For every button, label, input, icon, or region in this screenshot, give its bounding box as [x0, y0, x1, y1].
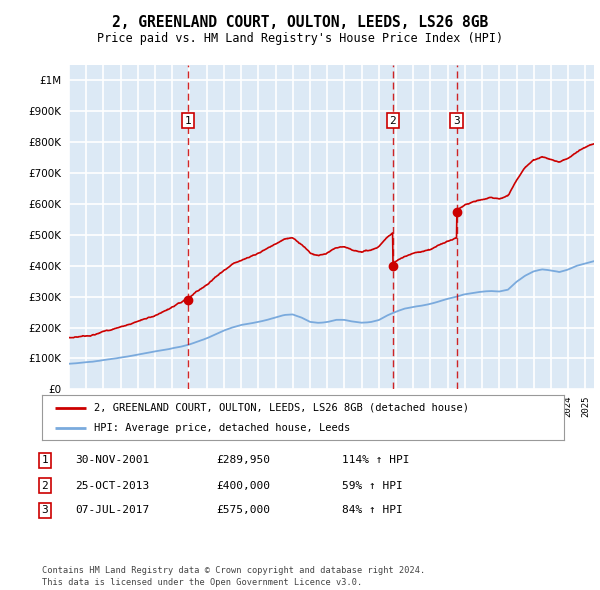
Text: 84% ↑ HPI: 84% ↑ HPI — [342, 506, 403, 515]
Text: 30-NOV-2001: 30-NOV-2001 — [75, 455, 149, 465]
Text: Contains HM Land Registry data © Crown copyright and database right 2024.
This d: Contains HM Land Registry data © Crown c… — [42, 566, 425, 587]
Text: 2, GREENLAND COURT, OULTON, LEEDS, LS26 8GB (detached house): 2, GREENLAND COURT, OULTON, LEEDS, LS26 … — [94, 403, 469, 412]
Text: £289,950: £289,950 — [216, 455, 270, 465]
Text: 59% ↑ HPI: 59% ↑ HPI — [342, 481, 403, 490]
Text: £400,000: £400,000 — [216, 481, 270, 490]
Text: 2: 2 — [41, 481, 49, 490]
Text: HPI: Average price, detached house, Leeds: HPI: Average price, detached house, Leed… — [94, 424, 350, 434]
Text: 2: 2 — [389, 116, 397, 126]
Text: 07-JUL-2017: 07-JUL-2017 — [75, 506, 149, 515]
Text: 3: 3 — [453, 116, 460, 126]
Text: £575,000: £575,000 — [216, 506, 270, 515]
Text: 3: 3 — [41, 506, 49, 515]
Text: 1: 1 — [41, 455, 49, 465]
Text: 1: 1 — [185, 116, 191, 126]
Text: 114% ↑ HPI: 114% ↑ HPI — [342, 455, 409, 465]
Text: 25-OCT-2013: 25-OCT-2013 — [75, 481, 149, 490]
Text: Price paid vs. HM Land Registry's House Price Index (HPI): Price paid vs. HM Land Registry's House … — [97, 32, 503, 45]
Text: 2, GREENLAND COURT, OULTON, LEEDS, LS26 8GB: 2, GREENLAND COURT, OULTON, LEEDS, LS26 … — [112, 15, 488, 30]
